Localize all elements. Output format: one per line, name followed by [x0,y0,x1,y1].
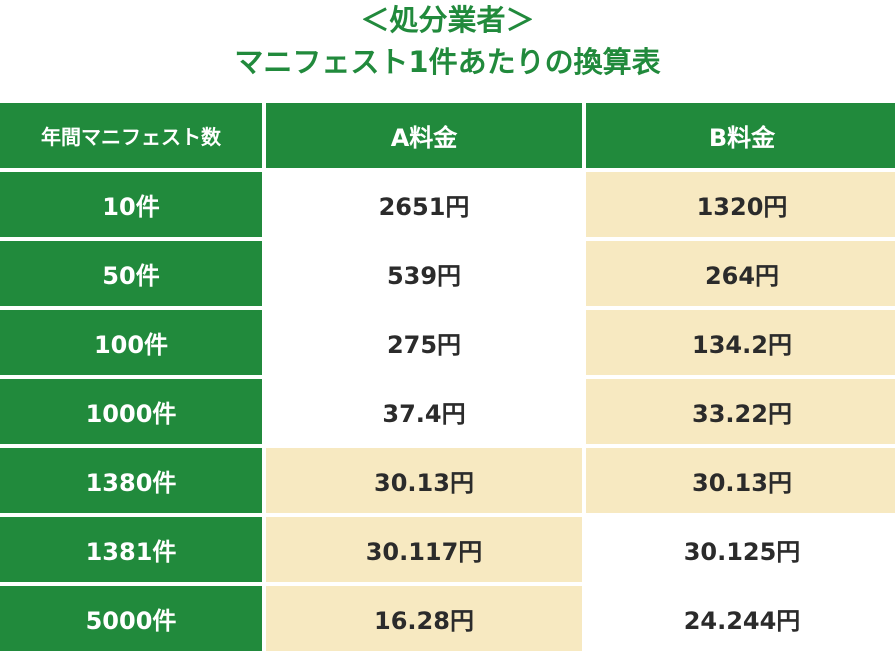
column-header-b-fee: B料金 [586,103,895,168]
page-subtitle: マニフェスト1件あたりの換算表 [234,45,661,79]
row-header-count: 10件 [0,172,262,237]
column-header-a-fee: A料金 [266,103,582,168]
a-fee-cell: 30.117円 [266,517,582,582]
a-fee-cell: 539円 [266,241,582,306]
row-header-count: 1380件 [0,448,262,513]
b-fee-cell: 30.125円 [586,517,895,582]
b-fee-cell: 134.2円 [586,310,895,375]
b-fee-cell: 30.13円 [586,448,895,513]
b-fee-cell: 1320円 [586,172,895,237]
row-header-count: 100件 [0,310,262,375]
b-fee-cell: 24.244円 [586,586,895,651]
a-fee-cell: 2651円 [266,172,582,237]
a-fee-cell: 275円 [266,310,582,375]
page-title: ＜処分業者＞ [360,3,535,37]
row-header-count: 5000件 [0,586,262,651]
conversion-table: 年間マニフェスト数 A料金 B料金 10件 2651円 1320円 50件 53… [0,103,895,651]
a-fee-cell: 30.13円 [266,448,582,513]
column-header-annual-count: 年間マニフェスト数 [0,103,262,168]
a-fee-cell: 16.28円 [266,586,582,651]
row-header-count: 1381件 [0,517,262,582]
b-fee-cell: 33.22円 [586,379,895,444]
row-header-count: 1000件 [0,379,262,444]
a-fee-cell: 37.4円 [266,379,582,444]
row-header-count: 50件 [0,241,262,306]
b-fee-cell: 264円 [586,241,895,306]
